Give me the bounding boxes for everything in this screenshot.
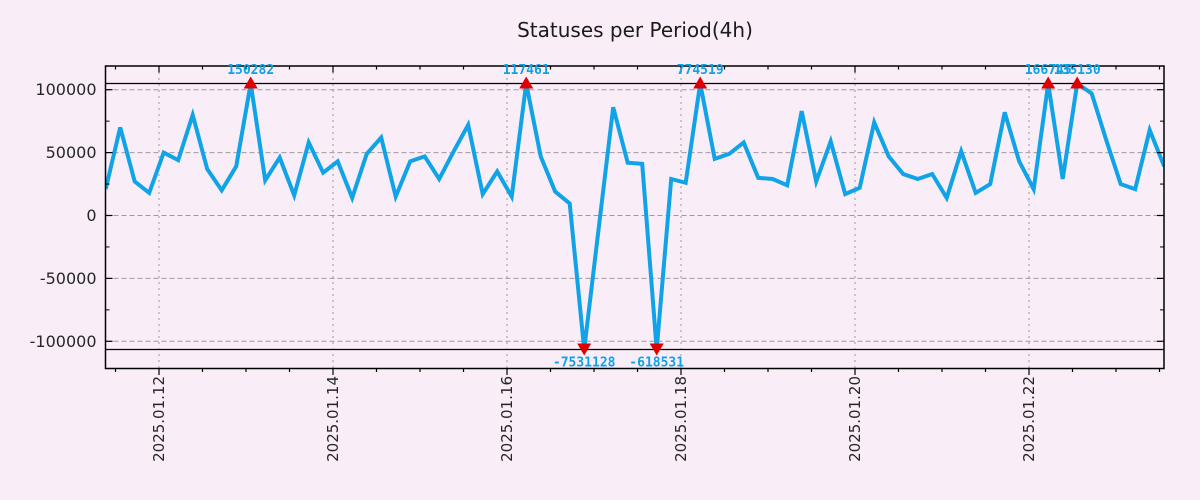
spike-value-label: -7531128: [553, 356, 616, 371]
y-tick-label: 0: [86, 206, 96, 225]
x-tick-label: 2025.01.18: [672, 376, 690, 462]
peak-marker-down-icon: [649, 343, 664, 356]
x-tick-label: 2025.01.20: [846, 376, 864, 462]
x-tick-label: 2025.01.14: [324, 376, 342, 462]
peak-value-label: 150282: [227, 63, 274, 78]
peak-value-label: 135130: [1054, 63, 1101, 78]
spike-value-label: -618531: [629, 356, 684, 371]
y-tick-label: 100000: [35, 80, 96, 99]
peak-value-label: 774519: [677, 63, 724, 78]
x-tick-label: 2025.01.22: [1020, 376, 1038, 462]
x-tick-label: 2025.01.16: [498, 376, 516, 462]
series-line: [105, 80, 1164, 350]
y-tick-label: -50000: [40, 269, 97, 288]
peak-value-label: 166745: [1025, 63, 1072, 78]
peak-marker-down-icon: [577, 343, 592, 356]
peak-value-label: 117461: [503, 63, 550, 78]
chart-title: Statuses per Period(4h): [517, 18, 753, 42]
peak-marker-up-icon: [519, 76, 534, 89]
peak-marker-up-icon: [1070, 76, 1085, 89]
x-tick-label: 2025.01.12: [150, 376, 168, 462]
y-tick-label: -100000: [30, 332, 97, 351]
peak-marker-up-icon: [693, 76, 708, 89]
plot-border: [104, 65, 1165, 370]
y-tick-label: 50000: [46, 143, 97, 162]
peak-marker-up-icon: [1041, 76, 1056, 89]
peak-marker-up-icon: [243, 76, 258, 89]
